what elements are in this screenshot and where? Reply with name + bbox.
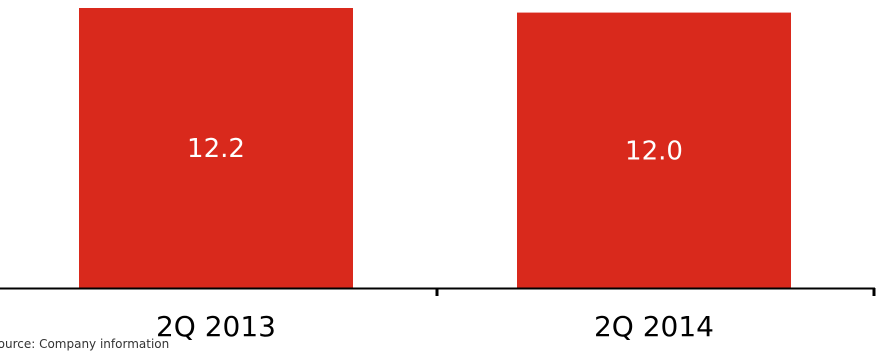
bar-1: [79, 8, 353, 288]
data-label-1: 12.2: [187, 134, 245, 164]
x-tick-label-1: 2Q 2013: [156, 310, 276, 343]
data-label-2: 12.0: [625, 136, 683, 166]
source-note: Source: Company information: [0, 337, 170, 351]
x-axis: [0, 287, 876, 296]
x-tick-labels: 2Q 2013 2Q 2014: [156, 310, 714, 343]
x-tick-label-2: 2Q 2014: [594, 310, 714, 343]
bar-2: [517, 12, 791, 289]
bars-layer: 12.2 12.0: [79, 8, 791, 289]
